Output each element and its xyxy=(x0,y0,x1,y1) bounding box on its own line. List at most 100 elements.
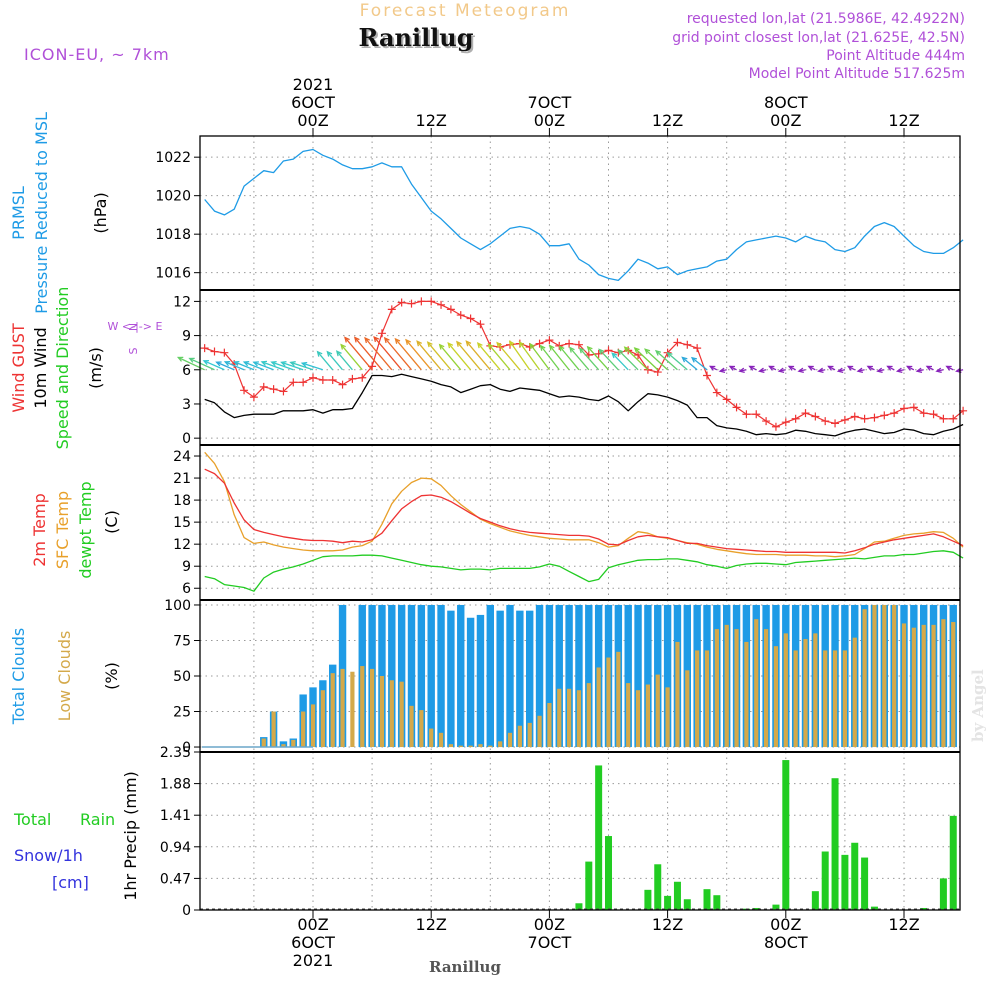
wind-arrow xyxy=(456,341,481,371)
total-cloud-bar xyxy=(526,610,534,748)
total-cloud-bar xyxy=(575,604,583,748)
total-cloud-bar xyxy=(457,604,465,748)
wind-arrow xyxy=(261,361,284,371)
gust-marker xyxy=(309,373,317,382)
footer-location: Ranillug xyxy=(429,958,501,976)
gust-marker xyxy=(446,305,455,314)
wind-arrow-head xyxy=(300,361,308,368)
precip-label-total: Total xyxy=(13,810,51,829)
low-cloud-bar xyxy=(773,646,779,748)
wind-arrow-head xyxy=(738,367,745,374)
low-cloud-bar xyxy=(370,668,375,748)
temp-label-2m: 2m Temp xyxy=(30,493,49,567)
super-title: Forecast Meteogram xyxy=(360,1,571,21)
rain-bar xyxy=(575,903,583,910)
gust-marker xyxy=(949,414,958,423)
low-cloud-bar xyxy=(261,738,266,748)
low-cloud-bar xyxy=(734,629,739,748)
wind-arrow-head xyxy=(654,349,662,356)
wind-arrow xyxy=(290,361,314,371)
wind-arrow-head xyxy=(340,343,346,350)
gust-marker xyxy=(909,403,918,412)
wind-arrow-head xyxy=(836,367,844,374)
ytick-label: 100 xyxy=(164,598,191,614)
wind-arrow-head xyxy=(935,367,942,374)
rain-bar xyxy=(703,889,711,910)
wind-arrow-head xyxy=(895,367,903,374)
rain-bar xyxy=(673,881,681,910)
point-altitude: Point Altitude 444m xyxy=(826,48,965,64)
total-cloud-bar xyxy=(437,604,445,748)
wind-arrow xyxy=(598,349,619,371)
low-cloud-bar xyxy=(507,732,513,748)
low-cloud-bar xyxy=(931,624,936,748)
gust-marker xyxy=(397,298,406,307)
low-cloud-bar xyxy=(655,674,660,748)
gust-marker xyxy=(240,386,249,395)
low-cloud-bar xyxy=(911,627,916,748)
wind-arrow-head xyxy=(623,346,630,353)
low-cloud-bar xyxy=(488,745,493,748)
wind-arrow-head xyxy=(487,343,494,350)
wind-arrow xyxy=(587,346,609,371)
low-cloud-bar xyxy=(547,702,552,748)
gust-marker xyxy=(722,395,731,404)
low-cloud-bar xyxy=(468,745,473,748)
low-cloud-bar xyxy=(429,728,434,748)
low-cloud-bar xyxy=(626,683,631,748)
gust-marker xyxy=(801,409,810,418)
gust-marker xyxy=(220,348,229,357)
location-title: Ranillug xyxy=(360,25,475,54)
low-cloud-bar xyxy=(567,688,572,748)
wind-arrow xyxy=(317,351,334,371)
low-cloud-bar xyxy=(872,604,877,748)
gust-marker xyxy=(456,311,465,320)
wind-arrow-head xyxy=(508,340,515,347)
wind-label-speed-direction: Speed and Direction xyxy=(53,287,72,450)
temp-line-2m-temp xyxy=(204,468,964,554)
rain-bar xyxy=(752,907,760,910)
xtick-label-top: 6OCT xyxy=(291,93,335,112)
rain-bar xyxy=(870,906,878,910)
ytick-label: 6 xyxy=(182,363,191,379)
wind-arrow-head xyxy=(476,342,483,349)
rain-bar xyxy=(851,842,859,910)
low-cloud-bar xyxy=(616,651,621,748)
ytick-label: 1016 xyxy=(155,266,191,282)
xtick-label-bottom: 00Z xyxy=(297,915,328,934)
wind-arrow-head xyxy=(326,350,333,357)
wind-arrow-head xyxy=(578,347,585,354)
gust-marker xyxy=(693,344,702,353)
wind-arrow-head xyxy=(223,361,231,367)
wind-arrow-head xyxy=(242,361,250,367)
low-cloud-bar xyxy=(695,650,700,748)
xtick-label-bottom: 12Z xyxy=(888,915,919,934)
wind-arrow-head xyxy=(405,338,411,345)
gust-marker xyxy=(791,414,800,423)
total-cloud-bar xyxy=(397,604,406,748)
temp-line-sfc-temp xyxy=(204,451,964,558)
wind-arrow xyxy=(281,361,304,371)
wind-arrow xyxy=(344,337,373,371)
wind-arrow xyxy=(416,340,442,371)
wind-arrow xyxy=(611,352,629,371)
low-cloud-bar xyxy=(360,666,365,748)
low-cloud-bar xyxy=(419,710,424,748)
wind-arrow-head xyxy=(447,342,454,349)
low-cloud-bar xyxy=(832,650,838,748)
wind-arrow xyxy=(326,351,344,371)
gust-marker xyxy=(831,419,840,428)
wind-arrow xyxy=(216,361,235,371)
wind-arrow xyxy=(519,341,541,371)
wind-arrow xyxy=(373,336,403,371)
rain-bar xyxy=(605,836,612,910)
wind-arrow-head xyxy=(548,344,555,351)
gust-marker xyxy=(870,413,879,422)
precip-label-rain: Rain xyxy=(80,810,115,829)
ytick-label: 9 xyxy=(182,329,191,345)
low-cloud-bar xyxy=(438,732,444,748)
wind-arrow xyxy=(569,347,590,371)
wind-arrow xyxy=(624,346,649,371)
total-cloud-bar xyxy=(417,604,426,748)
low-cloud-bar xyxy=(586,683,591,748)
